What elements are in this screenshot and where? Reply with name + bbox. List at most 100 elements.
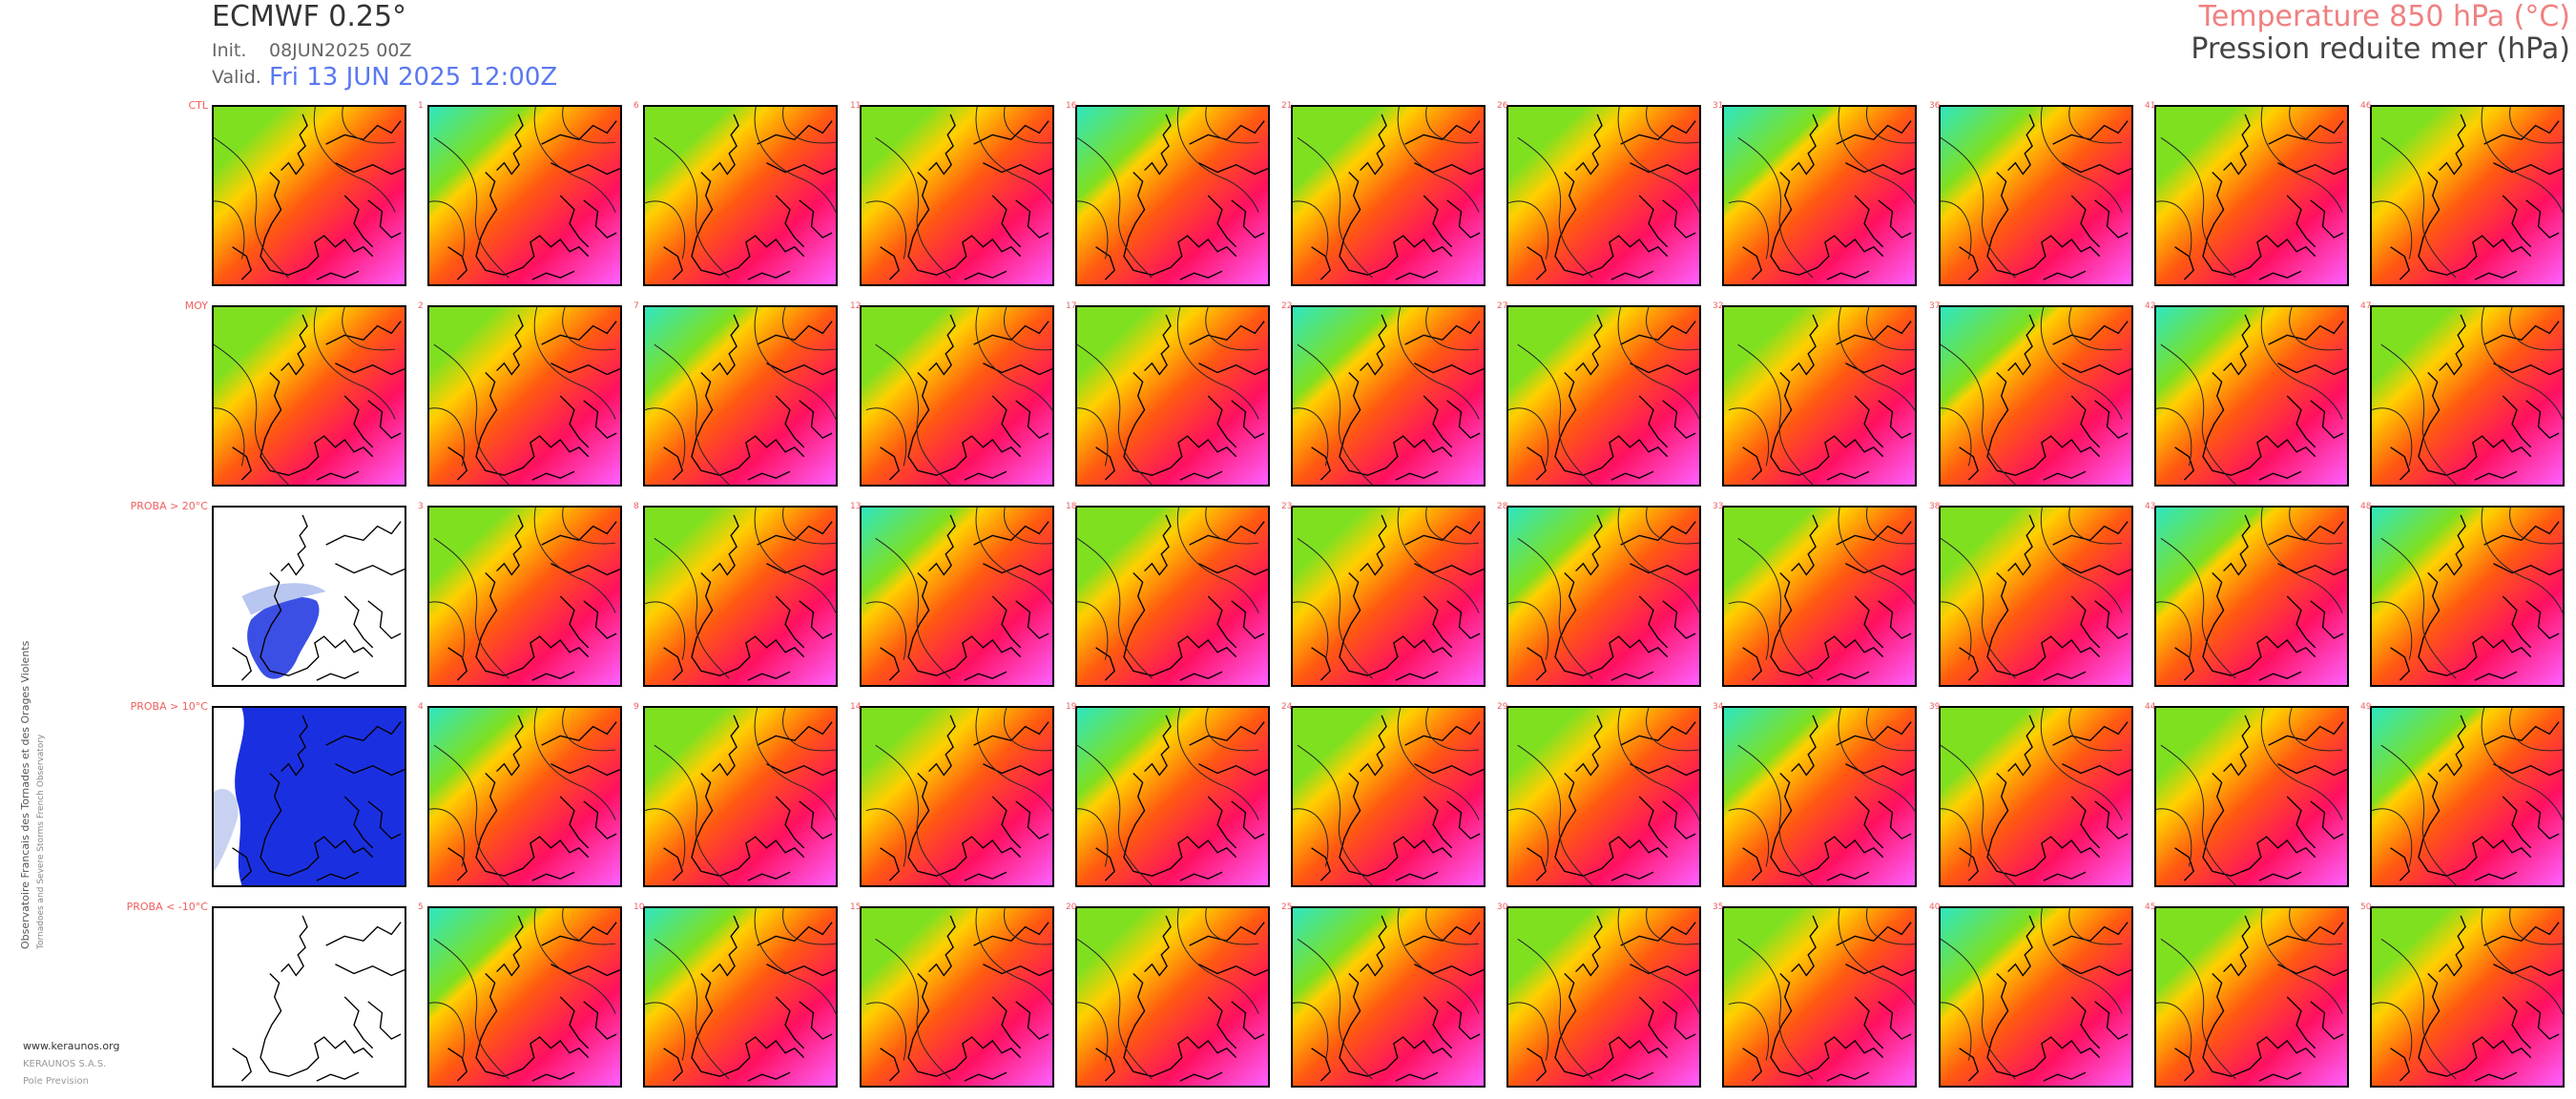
valid-value: Fri 13 JUN 2025 12:00Z <box>269 63 558 92</box>
member-number: 2 <box>418 301 424 311</box>
member-number: 23 <box>1281 502 1293 511</box>
member-map-panel[interactable] <box>2370 105 2565 286</box>
member-map-panel[interactable] <box>2370 506 2565 687</box>
member-number: 29 <box>1497 702 1508 712</box>
member-map-panel[interactable] <box>1506 706 1701 887</box>
member-number: 34 <box>1713 702 1724 712</box>
member-map-panel[interactable] <box>1291 305 1485 487</box>
member-number: 32 <box>1713 301 1724 311</box>
member-number: 18 <box>1066 502 1077 511</box>
member-number: 26 <box>1497 101 1508 111</box>
member-map-panel[interactable] <box>1075 706 1270 887</box>
member-map-panel[interactable] <box>2154 305 2349 487</box>
department-name: Pole Prevision <box>23 1076 89 1087</box>
member-map-panel[interactable] <box>1075 506 1270 687</box>
member-map-panel[interactable] <box>1291 706 1485 887</box>
member-number: 8 <box>634 502 639 511</box>
member-number: 12 <box>850 301 862 311</box>
member-map-panel[interactable] <box>1506 506 1701 687</box>
member-map-panel[interactable] <box>1939 105 2133 286</box>
member-map-panel[interactable] <box>1722 305 1917 487</box>
member-map-panel[interactable] <box>2154 706 2349 887</box>
member-map-panel[interactable] <box>2370 906 2565 1088</box>
member-number: 33 <box>1713 502 1724 511</box>
member-map-panel[interactable] <box>1939 506 2133 687</box>
member-map-panel[interactable] <box>427 305 622 487</box>
member-number: 13 <box>850 502 862 511</box>
member-map-panel[interactable] <box>427 506 622 687</box>
member-number: 10 <box>634 902 645 912</box>
member-number: 24 <box>1281 702 1293 712</box>
row-label: PROBA < -10°C <box>126 901 208 913</box>
member-map-panel[interactable] <box>427 105 622 286</box>
model-title: ECMWF 0.25° <box>212 0 407 33</box>
member-number: 45 <box>2145 902 2156 912</box>
member-number: 6 <box>634 101 639 111</box>
member-map-panel[interactable] <box>643 506 838 687</box>
member-map-panel[interactable] <box>1722 105 1917 286</box>
member-map-panel[interactable] <box>643 105 838 286</box>
member-number: 19 <box>1066 702 1077 712</box>
member-map-panel[interactable] <box>643 305 838 487</box>
member-map-panel[interactable] <box>1722 506 1917 687</box>
member-number: 43 <box>2145 502 2156 511</box>
member-map-panel[interactable] <box>643 906 838 1088</box>
member-map-panel[interactable] <box>2154 506 2349 687</box>
member-number: 16 <box>1066 101 1077 111</box>
member-number: 40 <box>1929 902 1941 912</box>
member-map-panel[interactable] <box>860 506 1054 687</box>
summary-map-panel[interactable] <box>212 105 406 286</box>
member-map-panel[interactable] <box>643 706 838 887</box>
member-map-panel[interactable] <box>1291 906 1485 1088</box>
member-number: 47 <box>2360 301 2372 311</box>
member-map-panel[interactable] <box>2154 906 2349 1088</box>
init-value: 08JUN2025 00Z <box>269 40 412 61</box>
member-map-panel[interactable] <box>2370 706 2565 887</box>
row-label: CTL <box>188 99 208 112</box>
summary-map-panel[interactable] <box>212 305 406 487</box>
member-number: 44 <box>2145 702 2156 712</box>
member-map-panel[interactable] <box>1506 305 1701 487</box>
member-number: 31 <box>1713 101 1724 111</box>
row-label: MOY <box>184 300 208 312</box>
member-map-panel[interactable] <box>1722 706 1917 887</box>
member-number: 17 <box>1066 301 1077 311</box>
member-number: 5 <box>418 902 424 912</box>
member-map-panel[interactable] <box>1506 906 1701 1088</box>
member-number: 36 <box>1929 101 1941 111</box>
member-map-panel[interactable] <box>427 706 622 887</box>
member-number: 49 <box>2360 702 2372 712</box>
member-map-panel[interactable] <box>1939 305 2133 487</box>
member-map-panel[interactable] <box>1291 105 1485 286</box>
summary-map-panel[interactable] <box>212 906 406 1088</box>
member-number: 20 <box>1066 902 1077 912</box>
member-number: 27 <box>1497 301 1508 311</box>
summary-map-panel[interactable] <box>212 506 406 687</box>
member-number: 42 <box>2145 301 2156 311</box>
pressure-title: Pression reduite mer (hPa) <box>2191 32 2570 66</box>
member-number: 37 <box>1929 301 1941 311</box>
member-map-panel[interactable] <box>1075 906 1270 1088</box>
member-number: 46 <box>2360 101 2372 111</box>
member-map-panel[interactable] <box>427 906 622 1088</box>
member-map-panel[interactable] <box>2154 105 2349 286</box>
member-map-panel[interactable] <box>1075 305 1270 487</box>
member-number: 4 <box>418 702 424 712</box>
member-map-panel[interactable] <box>860 706 1054 887</box>
row-label: PROBA > 10°C <box>130 700 208 713</box>
member-number: 1 <box>418 101 424 111</box>
member-map-panel[interactable] <box>2370 305 2565 487</box>
member-map-panel[interactable] <box>1506 105 1701 286</box>
member-number: 35 <box>1713 902 1724 912</box>
member-map-panel[interactable] <box>1939 906 2133 1088</box>
member-map-panel[interactable] <box>860 906 1054 1088</box>
site-link[interactable]: www.keraunos.org <box>23 1040 120 1052</box>
member-map-panel[interactable] <box>860 305 1054 487</box>
member-map-panel[interactable] <box>1291 506 1485 687</box>
summary-map-panel[interactable] <box>212 706 406 887</box>
member-map-panel[interactable] <box>1075 105 1270 286</box>
member-number: 7 <box>634 301 639 311</box>
member-map-panel[interactable] <box>1939 706 2133 887</box>
member-map-panel[interactable] <box>1722 906 1917 1088</box>
member-map-panel[interactable] <box>860 105 1054 286</box>
